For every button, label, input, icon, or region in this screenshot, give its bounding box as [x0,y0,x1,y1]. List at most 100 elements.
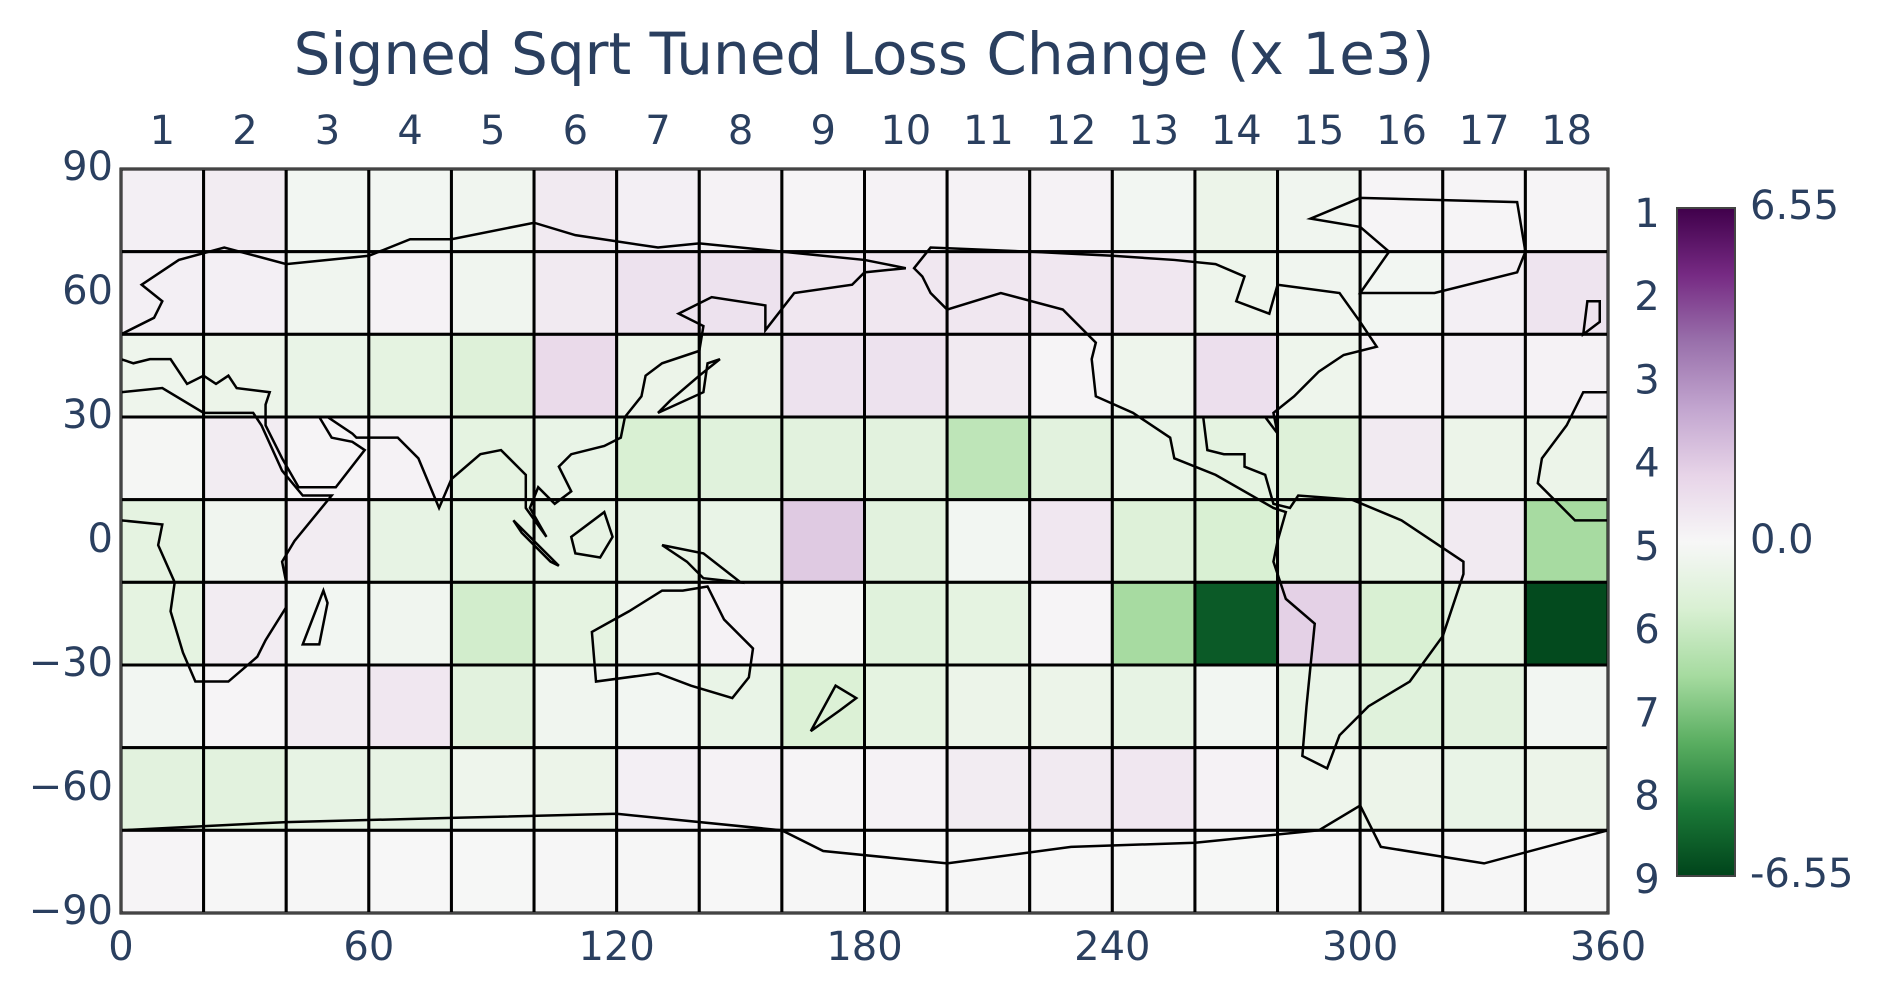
column-label: 14 [1211,108,1262,154]
heatmap-cell [1523,250,1610,336]
heatmap-cell [449,250,536,336]
heatmap-cell [202,415,288,502]
heatmap-cell [1028,746,1114,832]
row-label: 3 [1634,357,1659,403]
heatmap-cell [863,250,949,336]
heatmap-cell [1276,580,1362,667]
row-label: 5 [1634,524,1659,570]
heatmap-cell [863,332,949,419]
heatmap-cell [202,332,288,419]
heatmap-cell [780,580,867,667]
heatmap-cell [532,663,619,750]
plot-frame [120,168,1609,914]
heatmap-cell [1441,167,1527,254]
heatmap-cell [1358,580,1445,667]
row-label: 7 [1634,690,1659,736]
heatmap-cell [532,415,619,502]
coastlines [121,198,1608,863]
heatmap-cell [119,498,206,584]
y-tick-label: 30 [62,392,113,438]
heatmap-cell [1110,580,1197,667]
heatmap-cell [449,580,536,667]
heatmap-cell [1110,332,1197,419]
heatmap-cell [532,332,619,419]
heatmap-cell [202,746,288,832]
heatmap-cell [863,828,949,915]
row-label: 1 [1634,191,1659,237]
heatmap-cell [1028,663,1114,750]
heatmap-cell [1523,663,1610,750]
heatmap-cell [1358,746,1445,832]
heatmap-cell [615,167,701,254]
heatmap-cell [1276,415,1362,502]
heatmap-cell [1028,250,1114,336]
heatmap-cell [449,332,536,419]
heatmap-cell [1523,415,1610,502]
colorbar-tick-label: -6.55 [1750,851,1854,897]
heatmap-cell [1028,828,1114,915]
heatmap-cell [697,498,784,584]
heatmap-cell [780,828,867,915]
heatmap-cell [367,415,453,502]
heatmap-cell [945,746,1032,832]
heatmap-cell [1276,167,1362,254]
column-label: 7 [645,108,670,154]
heatmap-cell [1110,415,1197,502]
heatmap-cell [697,663,784,750]
heatmap-cell [367,828,453,915]
heatmap-cell [1441,828,1527,915]
heatmap-cell [1193,746,1280,832]
heatmap-cell [780,498,867,584]
heatmap-cell [780,415,867,502]
heatmap-cell [1193,498,1280,584]
heatmap-cell [1523,828,1610,915]
heatmap-cell [1358,498,1445,584]
x-tick-label: 240 [1074,924,1150,970]
heatmap-cell [1523,332,1610,419]
row-label: 9 [1634,857,1659,903]
heatmap-cell [945,415,1032,502]
heatmap-cell [284,580,371,667]
heatmap-cell [1441,498,1527,584]
heatmap-cells [119,167,1610,915]
heatmap-cell [202,580,288,667]
heatmap-cell [1193,828,1280,915]
column-label: 15 [1293,108,1344,154]
column-label: 18 [1541,108,1592,154]
heatmap-cell [780,167,867,254]
heatmap-cell [863,415,949,502]
row-label: 8 [1634,774,1659,820]
heatmap-cell [1276,498,1362,584]
x-tick-label: 360 [1570,924,1646,970]
heatmap-cell [1028,332,1114,419]
heatmap-cell [697,415,784,502]
heatmap-cell [202,663,288,750]
heatmap-cell [1358,415,1445,502]
heatmap-cell [945,663,1032,750]
row-label: 4 [1634,441,1659,487]
heatmap-cell [1028,498,1114,584]
heatmap-cell [1028,167,1114,254]
heatmap-cell [615,250,701,336]
heatmap-cell [863,663,949,750]
y-tick-label: −60 [29,764,113,810]
heatmap-cell [863,746,949,832]
heatmap-cell [697,332,784,419]
heatmap-cell [615,498,701,584]
column-label: 10 [880,108,931,154]
column-label: 9 [810,108,835,154]
column-label: 4 [397,108,422,154]
heatmap-cell [202,828,288,915]
column-label: 5 [480,108,505,154]
column-label: 11 [963,108,1014,154]
column-label: 16 [1376,108,1427,154]
heatmap-cell [202,498,288,584]
column-label: 6 [563,108,588,154]
heatmap-cell [532,580,619,667]
column-label: 13 [1128,108,1179,154]
heatmap-cell [615,828,701,915]
heatmap-cell [1358,828,1445,915]
heatmap-cell [532,828,619,915]
heatmap-cell [1441,746,1527,832]
